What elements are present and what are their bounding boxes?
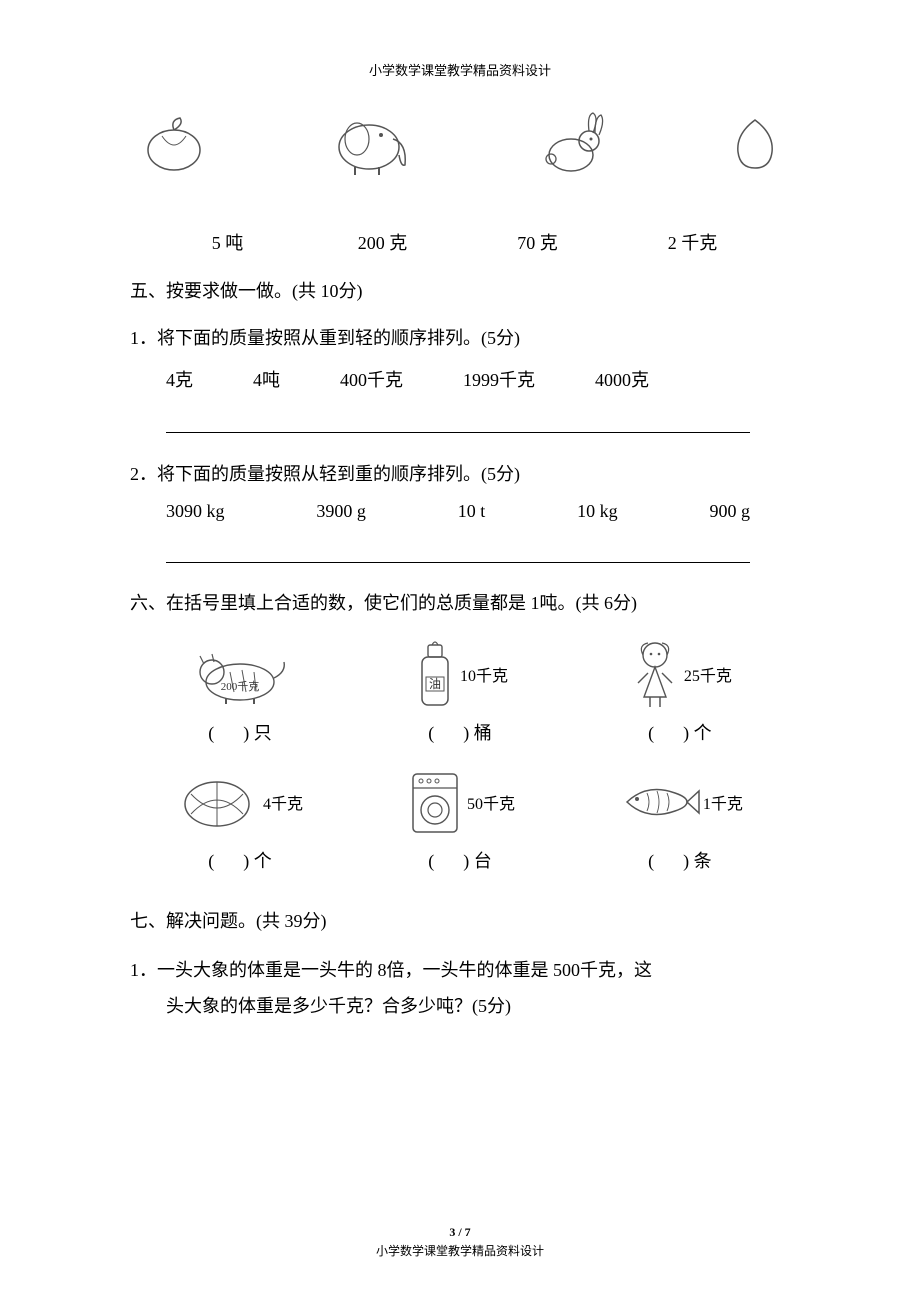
paren-open: ( (648, 851, 656, 871)
blank (656, 851, 683, 871)
section6-grid: 200千克 ( ) 只 油 10千克 ( ) 桶 (130, 635, 790, 891)
page-number: 3 / 7 (0, 1223, 920, 1242)
paren-close: ) 桶 (463, 723, 492, 743)
paren-close: ) 个 (683, 723, 712, 743)
washer-side: 50千克 (467, 790, 515, 814)
svg-text:200千克: 200千克 (221, 680, 260, 693)
q2-v4: 900 g (709, 501, 750, 522)
elephant-cell (327, 109, 417, 179)
blank (216, 851, 243, 871)
q1-v2: 400千克 (340, 366, 403, 392)
q2-v0: 3090 kg (166, 501, 225, 522)
q1-v0: 4克 (166, 366, 193, 392)
cap-girl: ( ) 个 (648, 719, 712, 745)
egg-cell (730, 116, 780, 172)
section5-title: 五、按要求做一做。(共 10分) (130, 275, 790, 307)
label-elephant: 200 克 (305, 229, 460, 255)
section5-q1-values: 4克 4吨 400千克 1999千克 4000克 (166, 366, 790, 392)
blank (436, 723, 463, 743)
q1-v1: 4吨 (253, 366, 280, 392)
q1-line2: 头大象的体重是多少千克？合多少吨？(5分) (130, 988, 790, 1024)
watermelon-icon (177, 774, 261, 830)
cap-washer: ( ) 台 (428, 847, 492, 873)
page-footer: 3 / 7 小学数学课堂教学精品资料设计 (0, 1223, 920, 1261)
fish-side: 1千克 (703, 790, 743, 814)
cap-tiger: ( ) 只 (208, 719, 272, 745)
section6-title: 六、在括号里填上合适的数，使它们的总质量都是 1吨。(共 6分) (130, 587, 790, 619)
cell-washer: 50千克 ( ) 台 (350, 763, 570, 873)
cap-wm: ( ) 个 (208, 847, 272, 873)
label-egg: 2 千克 (615, 229, 770, 255)
paren-open: ( (648, 723, 656, 743)
cell-watermelon: 4千克 ( ) 个 (130, 763, 350, 873)
cell-tiger: 200千克 ( ) 只 (130, 635, 350, 745)
cell-oil: 油 10千克 ( ) 桶 (350, 635, 570, 745)
cap-fish: ( ) 条 (648, 847, 712, 873)
peach-cell (140, 114, 210, 174)
section7-q1: 1．一头大象的体重是一头牛的 8倍，一头牛的体重是 500千克，这 头大象的体重… (130, 952, 790, 1024)
paren-open: ( (428, 723, 436, 743)
q2-v1: 3900 g (316, 501, 366, 522)
girl-icon (628, 637, 682, 711)
tiger-icon: 200千克 (190, 642, 290, 706)
top-header: 小学数学课堂教学精品资料设计 (130, 60, 790, 79)
cap-oil: ( ) 桶 (428, 719, 492, 745)
cell-fish: 1千克 ( ) 条 (570, 763, 790, 873)
icon-row (140, 109, 780, 179)
oil-icon: 油 (412, 637, 458, 711)
oil-side: 10千克 (460, 662, 508, 686)
paren-open: ( (428, 851, 436, 871)
paren-close: ) 只 (243, 723, 272, 743)
elephant-icon (327, 109, 417, 179)
q1-v3: 1999千克 (463, 366, 535, 392)
washer-icon (405, 766, 465, 838)
section5-q2-line (166, 562, 750, 563)
label-rabbit: 70 克 (460, 229, 615, 255)
blank (436, 851, 463, 871)
section7-title: 七、解决问题。(共 39分) (130, 905, 790, 937)
girl-side: 25千克 (684, 662, 732, 686)
q2-v2: 10 t (458, 501, 486, 522)
paren-close: ) 个 (243, 851, 272, 871)
q1-line1: 1．一头大象的体重是一头牛的 8倍，一头牛的体重是 500千克，这 (130, 952, 790, 988)
fish-icon (617, 779, 701, 825)
blank (216, 723, 243, 743)
q2-v3: 10 kg (577, 501, 618, 522)
q1-v4: 4000克 (595, 366, 649, 392)
section5-q2: 2．将下面的质量按照从轻到重的顺序排列。(5分) (130, 457, 790, 491)
egg-icon (730, 116, 780, 172)
rabbit-cell (533, 111, 613, 177)
paren-close: ) 台 (463, 851, 492, 871)
section5-q2-values: 3090 kg 3900 g 10 t 10 kg 900 g (166, 501, 790, 522)
icon-labels: 5 吨 200 克 70 克 2 千克 (150, 229, 770, 255)
section5-q1: 1．将下面的质量按照从重到轻的顺序排列。(5分) (130, 321, 790, 355)
paren-close: ) 条 (683, 851, 712, 871)
rabbit-icon (533, 111, 613, 177)
cell-girl: 25千克 ( ) 个 (570, 635, 790, 745)
wm-side: 4千克 (263, 790, 303, 814)
label-peach: 5 吨 (150, 229, 305, 255)
blank (656, 723, 683, 743)
section5-q1-line (166, 432, 750, 433)
peach-icon (140, 114, 210, 174)
svg-text:油: 油 (429, 677, 441, 691)
footer-sub: 小学数学课堂教学精品资料设计 (0, 1242, 920, 1261)
